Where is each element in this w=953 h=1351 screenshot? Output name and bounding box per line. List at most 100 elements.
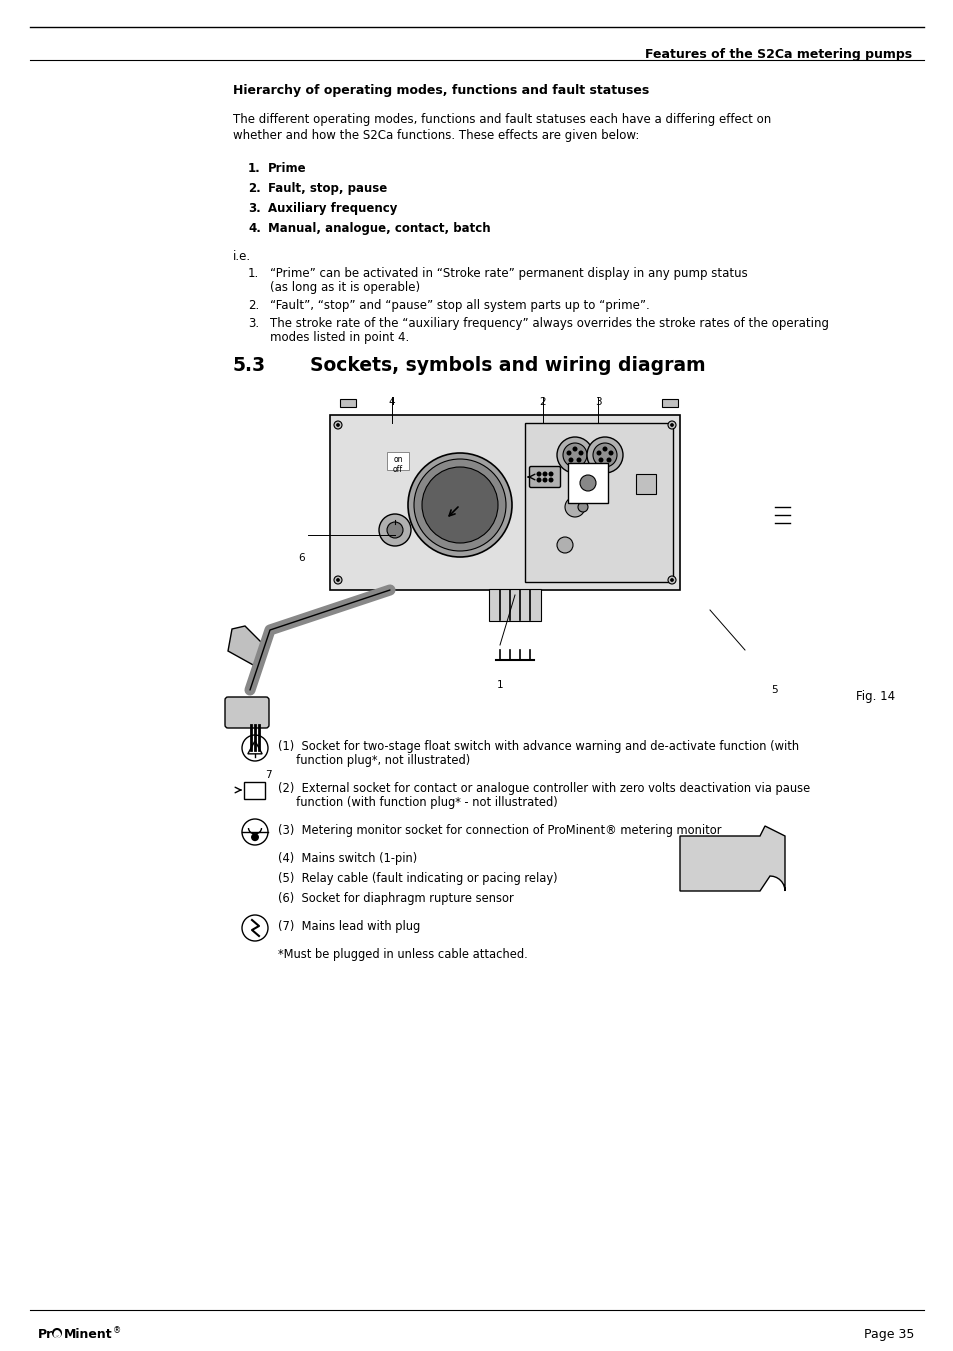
Circle shape [542,478,546,482]
Text: 1.: 1. [248,267,259,280]
Circle shape [562,443,586,467]
Text: “Fault”, “stop” and “pause” stop all system parts up to “prime”.: “Fault”, “stop” and “pause” stop all sys… [270,299,649,312]
Circle shape [606,458,610,462]
Text: 7: 7 [264,770,271,780]
Circle shape [242,819,268,844]
Circle shape [378,513,411,546]
Circle shape [573,447,577,451]
FancyBboxPatch shape [330,415,679,590]
Text: 2: 2 [539,397,546,407]
Text: 5: 5 [771,685,778,694]
FancyBboxPatch shape [529,466,560,488]
Circle shape [670,423,673,427]
Circle shape [53,1329,61,1337]
Circle shape [593,443,617,467]
Circle shape [414,459,505,551]
Text: i.e.: i.e. [233,250,251,263]
Text: (3)  Metering monitor socket for connection of ProMinent® metering monitor: (3) Metering monitor socket for connecti… [277,824,720,838]
Circle shape [667,422,676,430]
Text: (6)  Socket for diaphragm rupture sensor: (6) Socket for diaphragm rupture sensor [277,892,514,905]
Circle shape [602,447,606,451]
Text: Prime: Prime [268,162,306,176]
Circle shape [564,497,584,517]
Circle shape [252,834,258,840]
Circle shape [537,473,540,476]
Circle shape [537,478,540,482]
Text: off: off [393,465,402,474]
Circle shape [579,476,596,490]
Circle shape [242,735,268,761]
Text: 3: 3 [594,397,600,407]
Text: (2)  External socket for contact or analogue controller with zero volts deactiva: (2) External socket for contact or analo… [277,782,809,794]
Text: 3.: 3. [248,317,259,330]
Text: function plug*, not illustrated): function plug*, not illustrated) [277,754,470,767]
Text: 2.: 2. [248,299,259,312]
FancyBboxPatch shape [567,463,607,503]
FancyBboxPatch shape [339,399,355,407]
FancyBboxPatch shape [387,453,409,470]
Circle shape [598,458,602,462]
Text: The different operating modes, functions and fault statuses each have a differin: The different operating modes, functions… [233,113,770,126]
Circle shape [542,473,546,476]
Circle shape [557,436,593,473]
Text: Sockets, symbols and wiring diagram: Sockets, symbols and wiring diagram [310,357,705,376]
Text: “Prime” can be activated in “Stroke rate” permanent display in any pump status: “Prime” can be activated in “Stroke rate… [270,267,747,280]
Circle shape [586,436,622,473]
Text: Fault, stop, pause: Fault, stop, pause [268,182,387,195]
Text: o: o [53,1328,61,1342]
Circle shape [569,458,572,462]
Text: Page 35: Page 35 [862,1328,913,1342]
Circle shape [609,451,612,455]
Circle shape [334,576,341,584]
Text: 1: 1 [497,680,503,690]
Text: 5.3: 5.3 [233,357,266,376]
Text: (7)  Mains lead with plug: (7) Mains lead with plug [277,920,420,934]
Circle shape [578,503,587,512]
Circle shape [670,578,673,581]
Text: The stroke rate of the “auxiliary frequency” always overrides the stroke rates o: The stroke rate of the “auxiliary freque… [270,317,828,330]
Text: on: on [393,455,402,463]
Text: 3.: 3. [248,203,260,215]
Text: Hierarchy of operating modes, functions and fault statuses: Hierarchy of operating modes, functions … [233,84,649,97]
Text: Minent: Minent [64,1328,112,1342]
Text: (1)  Socket for two-stage float switch with advance warning and de-activate func: (1) Socket for two-stage float switch wi… [277,740,799,753]
FancyBboxPatch shape [524,423,672,582]
Circle shape [667,576,676,584]
Text: 1.: 1. [248,162,260,176]
Circle shape [597,451,600,455]
Circle shape [557,536,573,553]
Circle shape [336,578,339,581]
Circle shape [578,451,582,455]
Text: 2.: 2. [248,182,260,195]
Text: 4.: 4. [248,222,260,235]
Polygon shape [228,626,265,666]
Text: (5)  Relay cable (fault indicating or pacing relay): (5) Relay cable (fault indicating or pac… [277,871,558,885]
Circle shape [421,467,497,543]
FancyBboxPatch shape [225,697,269,728]
Text: whether and how the S2Ca functions. These effects are given below:: whether and how the S2Ca functions. Thes… [233,128,639,142]
Circle shape [387,521,402,538]
Text: Fig. 14: Fig. 14 [855,690,894,703]
Polygon shape [679,825,784,892]
Text: *Must be plugged in unless cable attached.: *Must be plugged in unless cable attache… [277,948,527,961]
Circle shape [242,915,268,942]
FancyBboxPatch shape [661,399,678,407]
FancyBboxPatch shape [244,781,265,798]
Text: modes listed in point 4.: modes listed in point 4. [270,331,409,345]
Circle shape [549,478,552,482]
Circle shape [567,451,570,455]
Text: Manual, analogue, contact, batch: Manual, analogue, contact, batch [268,222,490,235]
Text: function (with function plug* - not illustrated): function (with function plug* - not illu… [277,796,558,809]
Text: Pr: Pr [38,1328,53,1342]
Circle shape [336,423,339,427]
Text: 4: 4 [388,397,395,407]
Text: (4)  Mains switch (1-pin): (4) Mains switch (1-pin) [277,852,416,865]
Circle shape [408,453,512,557]
Circle shape [334,422,341,430]
Text: 6: 6 [298,553,305,563]
FancyBboxPatch shape [489,589,540,621]
Text: Auxiliary frequency: Auxiliary frequency [268,203,397,215]
Text: ®: ® [112,1325,121,1335]
Circle shape [549,473,552,476]
Circle shape [577,458,580,462]
